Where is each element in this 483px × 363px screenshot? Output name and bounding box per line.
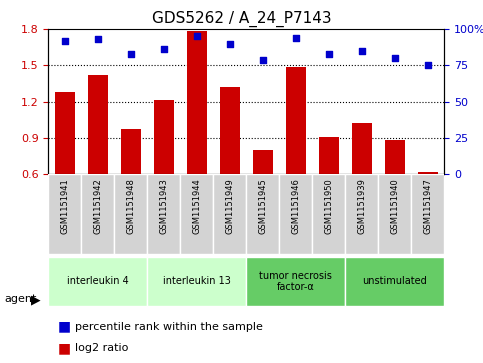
Text: GSM1151944: GSM1151944 — [192, 178, 201, 234]
Point — [259, 57, 267, 62]
Text: interleukin 13: interleukin 13 — [163, 276, 231, 286]
Point — [292, 35, 299, 41]
Bar — [220, 87, 240, 247]
Bar — [88, 75, 108, 247]
Text: GSM1151942: GSM1151942 — [93, 178, 102, 234]
FancyBboxPatch shape — [345, 257, 444, 306]
Bar — [319, 137, 339, 247]
Text: GSM1151947: GSM1151947 — [424, 178, 432, 234]
Text: percentile rank within the sample: percentile rank within the sample — [75, 322, 263, 332]
Point — [160, 46, 168, 52]
Point — [127, 51, 135, 57]
Point — [226, 41, 234, 46]
Point — [61, 38, 69, 44]
FancyBboxPatch shape — [345, 174, 378, 254]
Bar — [253, 150, 273, 247]
Text: ■: ■ — [58, 342, 71, 355]
Text: GSM1151943: GSM1151943 — [159, 178, 168, 234]
Text: GSM1151946: GSM1151946 — [291, 178, 300, 234]
Point — [391, 55, 399, 61]
Text: GSM1151948: GSM1151948 — [127, 178, 135, 234]
FancyBboxPatch shape — [147, 257, 246, 306]
Text: unstimulated: unstimulated — [362, 276, 427, 286]
FancyBboxPatch shape — [180, 174, 213, 254]
Text: GSM1151941: GSM1151941 — [60, 178, 69, 234]
FancyBboxPatch shape — [246, 257, 345, 306]
FancyBboxPatch shape — [48, 174, 81, 254]
Text: GDS5262 / A_24_P7143: GDS5262 / A_24_P7143 — [152, 11, 331, 27]
Point — [424, 62, 432, 68]
Text: GSM1151945: GSM1151945 — [258, 178, 267, 234]
FancyBboxPatch shape — [412, 174, 444, 254]
FancyBboxPatch shape — [147, 174, 180, 254]
Text: ■: ■ — [58, 320, 71, 334]
Bar — [352, 123, 372, 247]
Bar — [418, 172, 438, 247]
Bar — [121, 130, 141, 247]
FancyBboxPatch shape — [279, 174, 313, 254]
Text: GSM1151940: GSM1151940 — [390, 178, 399, 234]
FancyBboxPatch shape — [378, 174, 412, 254]
Point — [94, 36, 102, 42]
Bar — [154, 101, 174, 247]
Text: GSM1151949: GSM1151949 — [226, 178, 234, 234]
Bar — [286, 66, 306, 247]
Text: log2 ratio: log2 ratio — [75, 343, 128, 354]
Text: ▶: ▶ — [31, 293, 41, 306]
Text: agent: agent — [5, 294, 37, 305]
Point — [325, 51, 333, 57]
Bar — [385, 140, 405, 247]
FancyBboxPatch shape — [48, 257, 147, 306]
FancyBboxPatch shape — [313, 174, 345, 254]
Text: interleukin 4: interleukin 4 — [67, 276, 128, 286]
Point — [193, 33, 201, 39]
FancyBboxPatch shape — [246, 174, 279, 254]
Text: tumor necrosis
factor-α: tumor necrosis factor-α — [259, 270, 332, 292]
Bar — [55, 92, 75, 247]
FancyBboxPatch shape — [213, 174, 246, 254]
Text: GSM1151939: GSM1151939 — [357, 178, 366, 234]
Text: GSM1151950: GSM1151950 — [325, 178, 333, 234]
FancyBboxPatch shape — [114, 174, 147, 254]
Bar — [187, 32, 207, 247]
FancyBboxPatch shape — [81, 174, 114, 254]
Point — [358, 48, 366, 54]
